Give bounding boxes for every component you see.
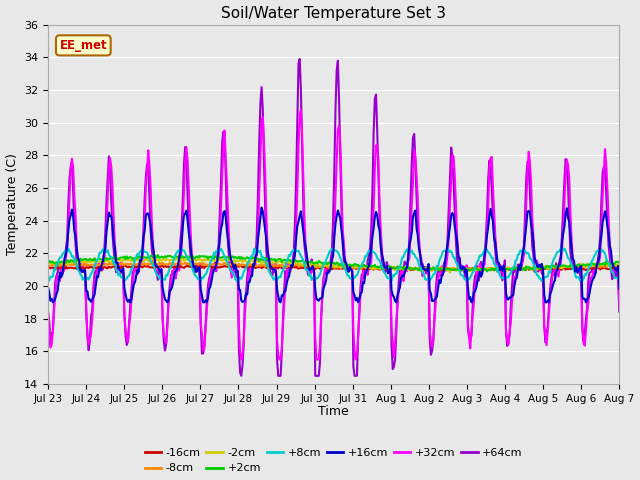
Line: +64cm: +64cm [48, 59, 620, 376]
-16cm [120, 262, 128, 268]
+64cm [394, 298, 401, 303]
+64cm [44, 310, 52, 315]
-8cm [616, 263, 623, 269]
+2cm [44, 259, 52, 265]
-2cm [44, 261, 52, 266]
-16cm [365, 266, 372, 272]
+16cm [223, 228, 231, 234]
-8cm [365, 265, 372, 271]
+2cm [365, 261, 372, 267]
-2cm [565, 264, 573, 270]
X-axis label: Time: Time [318, 405, 349, 418]
-16cm [467, 266, 474, 272]
+64cm [565, 220, 573, 226]
+16cm [258, 204, 266, 210]
Line: +2cm: +2cm [48, 255, 620, 271]
-8cm [565, 264, 573, 270]
-16cm [44, 265, 52, 271]
Y-axis label: Temperature (C): Temperature (C) [6, 153, 19, 255]
+8cm [44, 276, 52, 282]
+32cm [565, 176, 573, 182]
Title: Soil/Water Temperature Set 3: Soil/Water Temperature Set 3 [221, 6, 446, 21]
+32cm [237, 357, 245, 362]
+16cm [287, 262, 295, 268]
+2cm [483, 268, 491, 274]
+16cm [467, 294, 474, 300]
+2cm [154, 252, 162, 258]
Line: +8cm: +8cm [48, 248, 620, 281]
-2cm [467, 268, 474, 274]
-2cm [446, 269, 454, 275]
-8cm [286, 263, 294, 269]
-2cm [365, 264, 372, 270]
-8cm [223, 262, 231, 268]
-16cm [464, 268, 472, 274]
-2cm [286, 261, 294, 267]
-8cm [392, 265, 400, 271]
-2cm [392, 265, 400, 271]
Line: +16cm: +16cm [48, 207, 620, 302]
+8cm [565, 256, 573, 262]
+32cm [44, 310, 52, 315]
-2cm [179, 254, 187, 260]
+2cm [465, 266, 473, 272]
-16cm [565, 265, 573, 271]
+64cm [296, 56, 303, 62]
+16cm [366, 256, 374, 262]
+32cm [286, 269, 294, 275]
+16cm [394, 292, 401, 298]
-16cm [616, 264, 623, 270]
+32cm [222, 157, 230, 163]
+16cm [616, 286, 623, 291]
+2cm [392, 265, 400, 271]
+2cm [565, 263, 573, 269]
-8cm [465, 265, 473, 271]
+16cm [44, 285, 52, 290]
+32cm [366, 264, 374, 270]
-2cm [223, 259, 231, 264]
-8cm [44, 263, 52, 268]
+2cm [223, 254, 231, 260]
+32cm [467, 346, 474, 351]
+8cm [557, 245, 564, 251]
Line: -16cm: -16cm [48, 265, 620, 271]
+32cm [297, 107, 305, 113]
+8cm [464, 275, 472, 281]
-8cm [149, 259, 157, 264]
+64cm [237, 373, 245, 379]
+32cm [394, 303, 401, 309]
+2cm [286, 257, 294, 263]
Legend: -16cm, -8cm, -2cm, +2cm, +8cm, +16cm, +32cm, +64cm: -16cm, -8cm, -2cm, +2cm, +8cm, +16cm, +3… [140, 444, 527, 478]
Line: +32cm: +32cm [48, 110, 620, 360]
+64cm [467, 332, 474, 337]
+8cm [391, 271, 399, 277]
+2cm [616, 259, 623, 265]
+8cm [222, 256, 230, 262]
+64cm [222, 174, 230, 180]
Text: EE_met: EE_met [60, 39, 107, 52]
-16cm [286, 265, 294, 271]
+8cm [285, 252, 293, 258]
+32cm [616, 303, 623, 309]
+64cm [616, 309, 623, 314]
-8cm [477, 267, 485, 273]
+16cm [49, 300, 57, 305]
+16cm [565, 219, 573, 225]
-16cm [223, 264, 231, 270]
-2cm [616, 262, 623, 267]
+8cm [538, 278, 546, 284]
Line: -8cm: -8cm [48, 262, 620, 270]
+64cm [286, 260, 294, 266]
Line: -2cm: -2cm [48, 257, 620, 272]
+8cm [616, 276, 623, 281]
-16cm [392, 266, 400, 272]
+8cm [364, 250, 372, 256]
+64cm [366, 246, 374, 252]
